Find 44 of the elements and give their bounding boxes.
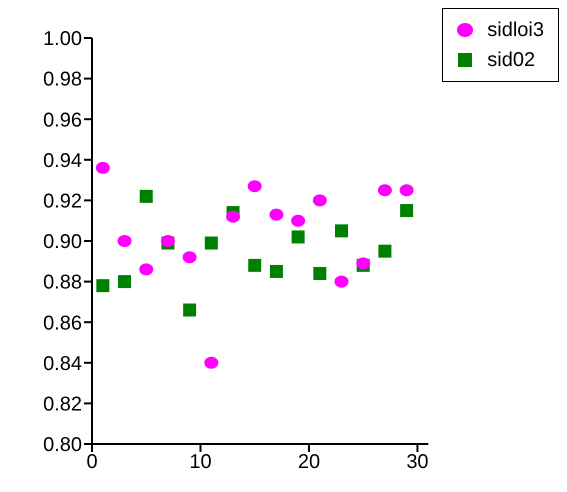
point	[226, 210, 240, 223]
point	[291, 214, 306, 227]
point	[204, 236, 218, 250]
point	[118, 235, 132, 247]
point	[312, 194, 327, 206]
point	[118, 275, 132, 288]
point	[335, 224, 348, 238]
y-tick-label: 0.92	[43, 190, 82, 212]
point	[400, 184, 414, 196]
y-tick-label: 0.98	[43, 68, 82, 91]
point	[139, 263, 154, 276]
point	[313, 266, 326, 280]
point	[334, 276, 349, 288]
point	[204, 356, 218, 369]
legend-label: sid02	[487, 48, 536, 72]
y-tick-label: 0.82	[43, 394, 82, 416]
x-tick-label: 20	[298, 451, 320, 474]
x-tick-label: 30	[406, 451, 429, 474]
point	[248, 180, 262, 192]
point	[400, 204, 414, 218]
point	[182, 251, 197, 264]
point	[270, 264, 283, 278]
point	[356, 257, 370, 270]
point	[378, 184, 392, 196]
y-tick-label: 0.94	[43, 150, 82, 172]
point	[183, 304, 196, 317]
y-tick-label: 0.96	[43, 109, 82, 132]
point	[269, 208, 284, 221]
y-tick-label: 0.86	[43, 312, 82, 334]
x-tick-label: 0	[86, 451, 98, 474]
point	[140, 190, 153, 203]
y-tick-label: 0.88	[43, 272, 82, 294]
legend-label: sidloi3	[487, 18, 544, 42]
x-tick-label: 10	[189, 451, 212, 474]
point	[248, 258, 262, 272]
point	[96, 279, 110, 292]
y-tick-label: 0.80	[43, 434, 82, 456]
y-tick-label: 1.00	[43, 28, 82, 50]
point	[96, 162, 110, 174]
point	[292, 230, 305, 244]
point	[378, 244, 392, 258]
point	[160, 235, 175, 247]
y-tick-label: 0.84	[43, 352, 82, 375]
y-tick-label: 0.90	[43, 231, 82, 254]
